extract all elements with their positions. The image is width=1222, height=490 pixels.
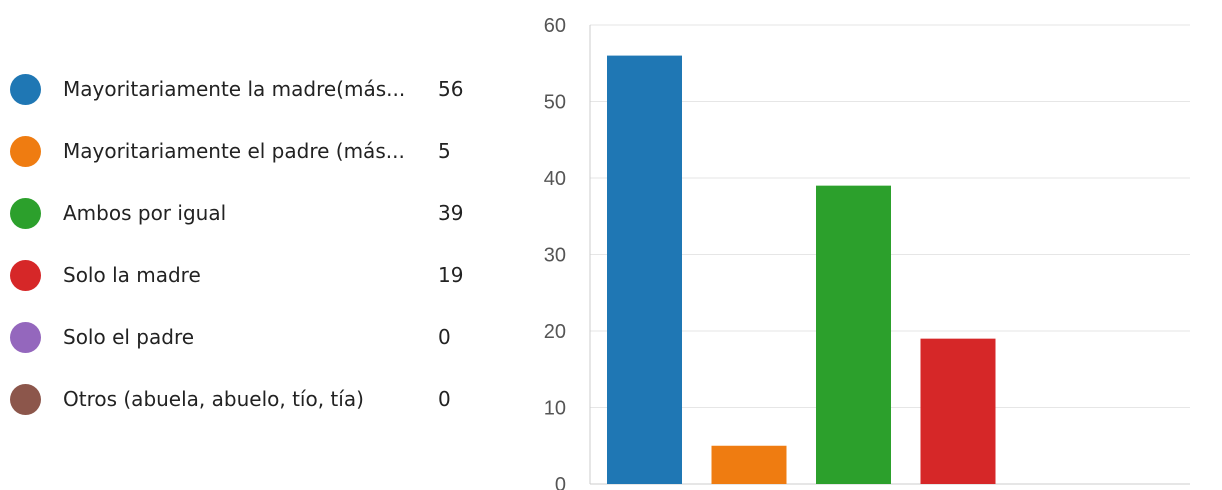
bar-chart-svg: 0 10 20 30 40 50 60 xyxy=(544,15,1190,490)
legend-item-solo-padre[interactable]: Solo el padre 0 xyxy=(10,318,480,380)
legend-count: 56 xyxy=(438,77,464,101)
legend-count: 5 xyxy=(438,139,451,163)
bar-chart: 0 10 20 30 40 50 60 xyxy=(520,0,1222,490)
y-tick-label: 0 xyxy=(555,474,566,490)
legend-count: 19 xyxy=(438,263,464,287)
legend-label: Solo la madre xyxy=(63,263,201,287)
legend-item-madre-mayoritariamente[interactable]: Mayoritariamente la madre(más... 56 xyxy=(10,70,480,132)
legend-label: Solo el padre xyxy=(63,325,195,349)
legend-label: Mayoritariamente la madre(más... xyxy=(63,77,406,101)
y-tick-label: 60 xyxy=(544,15,566,37)
y-tick-label: 10 xyxy=(544,398,566,420)
legend-label: Otros (abuela, abuelo, tío, tía) xyxy=(63,387,364,411)
legend-swatch-icon xyxy=(10,136,41,167)
bar-2[interactable] xyxy=(816,185,891,484)
y-tick-label: 40 xyxy=(544,168,566,190)
legend-swatch-icon xyxy=(10,384,41,415)
legend-swatch-icon xyxy=(10,198,41,229)
legend-item-ambos[interactable]: Ambos por igual 39 xyxy=(10,194,480,256)
y-tick-label: 50 xyxy=(544,92,566,114)
y-tick-label: 30 xyxy=(544,245,566,267)
legend-count: 0 xyxy=(438,325,451,349)
legend: Mayoritariamente la madre(más... 56 Mayo… xyxy=(10,70,480,442)
legend-swatch-icon xyxy=(10,260,41,291)
legend-swatch-icon xyxy=(10,74,41,105)
legend-count: 39 xyxy=(438,201,464,225)
bar-1[interactable] xyxy=(711,445,787,484)
legend-item-otros[interactable]: Otros (abuela, abuelo, tío, tía) 0 xyxy=(10,380,480,442)
legend-swatch-icon xyxy=(10,322,41,353)
bar-0[interactable] xyxy=(607,55,682,484)
bar-3[interactable] xyxy=(920,338,996,484)
legend-label: Mayoritariamente el padre (más... xyxy=(63,139,405,163)
legend-count: 0 xyxy=(438,387,451,411)
legend-label: Ambos por igual xyxy=(63,201,227,225)
legend-item-solo-madre[interactable]: Solo la madre 19 xyxy=(10,256,480,318)
legend-item-padre-mayoritariamente[interactable]: Mayoritariamente el padre (más... 5 xyxy=(10,132,480,194)
y-tick-label: 20 xyxy=(544,321,566,343)
